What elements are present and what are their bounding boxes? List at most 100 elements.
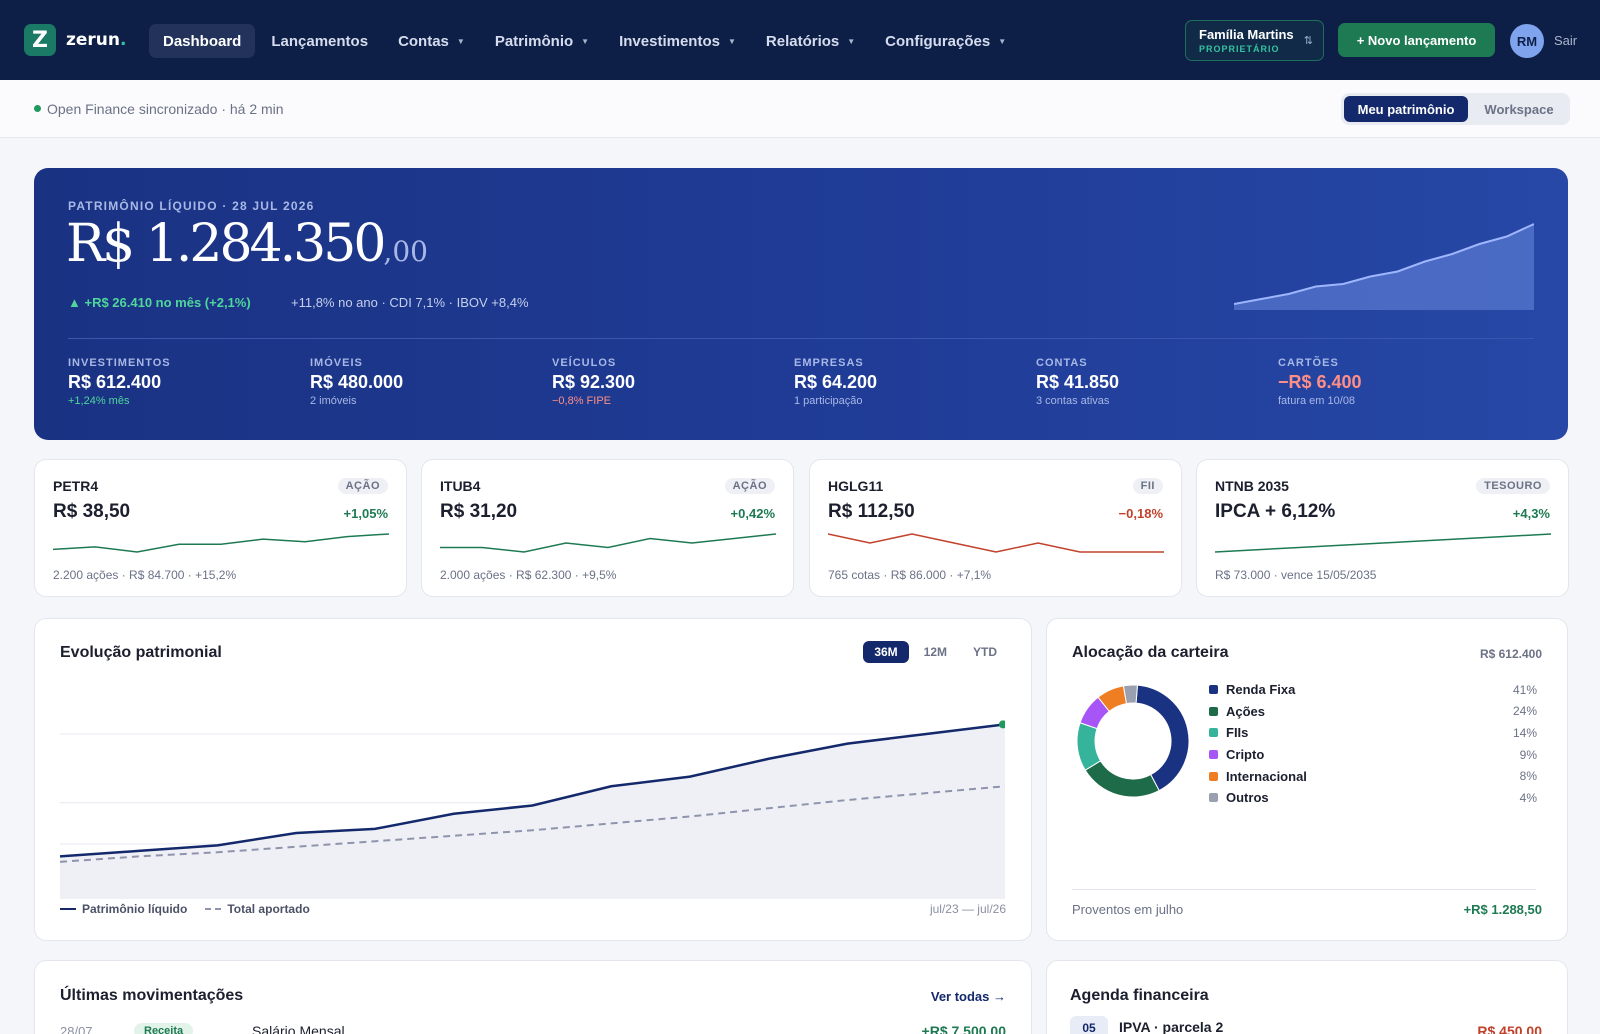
asset-stat-label: EMPRESAS <box>794 357 864 369</box>
movement-amount: +R$ 7.500,00 <box>921 1023 1006 1034</box>
nav-item-label: Relatórios <box>765 32 840 50</box>
asset-stat-note: fatura em 10/08 <box>1278 395 1356 407</box>
ticker-symbol: HGLG11 <box>828 478 884 494</box>
net-worth-area <box>60 724 1005 899</box>
nav-item-6[interactable]: Configurações ▼ <box>871 24 1020 58</box>
ticker-sparkline <box>53 533 389 553</box>
series-total-contributed <box>60 785 1005 863</box>
ticker-spark-line <box>440 533 776 553</box>
ticker-card-3[interactable]: NTNB 2035 TESOURO IPCA + 6,12% +4,3% R$ 73.0… <box>1196 459 1569 597</box>
dividends-value: +R$ 1.288,50 <box>1463 902 1542 917</box>
asset-stat-note: 3 contas ativas <box>1036 395 1110 407</box>
allocation-item-4[interactable]: Internacional 8% <box>1209 765 1537 787</box>
asset-stat-label: CARTÕES <box>1278 357 1339 369</box>
net-worth-cents: ,00 <box>383 235 428 268</box>
family-switcher[interactable]: Família Martins PROPRIETÁRIO ⇅ <box>1185 20 1324 61</box>
allocation-percent: 9% <box>1519 747 1537 762</box>
ticker-change: −0,18% <box>1118 506 1163 521</box>
nav-item-5[interactable]: Relatórios ▼ <box>752 24 869 58</box>
allocation-name: Cripto <box>1226 747 1265 763</box>
nav-item-3[interactable]: Patrimônio ▼ <box>481 24 603 58</box>
ticker-sparkline <box>828 533 1164 553</box>
ticker-card-2[interactable]: HGLG11 FII R$ 112,50 −0,18% 765 cotas · R$ 8… <box>809 459 1182 597</box>
asset-stat-3[interactable]: EMPRESAS R$ 64.200 1 participação <box>794 357 877 407</box>
ticker-symbol: ITUB4 <box>440 478 481 494</box>
chevron-down-icon: ▼ <box>581 36 590 46</box>
allocation-divider <box>1072 889 1536 890</box>
range-12m[interactable]: 12M <box>923 645 947 659</box>
new-entry-button[interactable]: + Novo lançamento <box>1338 23 1495 57</box>
nav-item-2[interactable]: Contas ▼ <box>384 24 479 58</box>
allocation-item-2[interactable]: FIIs 14% <box>1209 722 1537 744</box>
asset-stat-0[interactable]: INVESTIMENTOS R$ 612.400 +1,24% mês <box>68 357 171 407</box>
movement-description[interactable]: Salário Mensal <box>252 1023 345 1034</box>
donut-slice-5[interactable] <box>1122 684 1139 705</box>
hero-spark-line <box>1234 223 1534 305</box>
asset-type-badge: FII <box>1132 478 1163 494</box>
chevron-down-icon: ▼ <box>998 36 1007 46</box>
ticker-card-1[interactable]: ITUB4 AÇÃO R$ 31,20 +0,42% 2.000 ações · R$ … <box>421 459 794 597</box>
ticker-price: R$ 38,50 <box>53 501 131 522</box>
ticker-sparkline <box>1215 533 1551 553</box>
asset-stat-note: −0,8% FIPE <box>552 395 612 407</box>
nav-item-4[interactable]: Investimentos ▼ <box>605 24 750 58</box>
allocation-item-1[interactable]: Ações 24% <box>1209 701 1537 723</box>
monthly-delta: ▲ +R$ 26.410 no mês (+2,1%) <box>68 295 251 310</box>
nav-item-label: Investimentos <box>619 32 720 50</box>
ticker-position: 2.000 ações · R$ 62.300 · +9,5% <box>440 568 617 582</box>
chevron-down-icon: ▼ <box>847 36 856 46</box>
asset-type-badge: AÇÃO <box>724 478 775 494</box>
net-worth-hero: PATRIMÔNIO LÍQUIDO · 28 JUL 2026 R$ 1.28… <box>34 168 1568 440</box>
allocation-swatch <box>1209 685 1218 695</box>
allocation-name: Renda Fixa <box>1226 682 1296 698</box>
asset-stat-note: +1,24% mês <box>68 395 130 407</box>
range-ytd[interactable]: YTD <box>973 645 997 659</box>
hero-divider <box>68 338 1534 339</box>
evolution-title: Evolução patrimonial <box>60 644 222 661</box>
movements-title: Últimas movimentações <box>60 987 244 1004</box>
allocation-item-5[interactable]: Outros 4% <box>1209 787 1537 809</box>
logo-icon[interactable]: Z <box>24 24 56 56</box>
nav-item-label: Dashboard <box>163 32 242 50</box>
toggle-my-wealth[interactable]: Meu patrimônio <box>1344 96 1468 122</box>
allocation-total: R$ 612.400 <box>1479 647 1542 661</box>
ticker-spark-line <box>1215 533 1551 553</box>
allocation-legend: Renda Fixa 41% Ações 24% FIIs 14% Cripto 9% Inte… <box>1209 679 1537 809</box>
agenda-description[interactable]: IPVA · parcela 2 <box>1119 1019 1224 1034</box>
allocation-percent: 41% <box>1512 682 1537 697</box>
asset-stat-value: R$ 480.000 <box>310 372 404 392</box>
asset-stat-label: CONTAS <box>1036 357 1088 369</box>
allocation-item-0[interactable]: Renda Fixa 41% <box>1209 679 1537 701</box>
brand-name[interactable]: zerun. <box>66 30 126 50</box>
asset-stat-value: R$ 612.400 <box>68 372 162 392</box>
allocation-item-3[interactable]: Cripto 9% <box>1209 744 1537 766</box>
asset-stat-2[interactable]: VEÍCULOS R$ 92.300 −0,8% FIPE <box>552 357 635 407</box>
view-all-link[interactable]: Ver todas → <box>930 989 1006 1004</box>
ticker-symbol: PETR4 <box>53 478 99 494</box>
ticker-change: +1,05% <box>343 506 388 521</box>
asset-stat-1[interactable]: IMÓVEIS R$ 480.000 2 imóveis <box>310 357 403 407</box>
allocation-name: Ações <box>1226 703 1266 719</box>
nav-item-1[interactable]: Lançamentos <box>257 24 382 58</box>
family-name: Família Martins <box>1199 27 1294 42</box>
donut-slice-1[interactable] <box>1084 760 1160 798</box>
agenda-day: 05 <box>1070 1016 1108 1034</box>
logout-link[interactable]: Sair <box>1554 33 1578 48</box>
asset-stat-value: −R$ 6.400 <box>1278 372 1362 392</box>
ticker-card-0[interactable]: PETR4 AÇÃO R$ 38,50 +1,05% 2.200 ações · R$ … <box>34 459 407 597</box>
main-nav: Dashboard Lançamentos Contas ▼ Patrimônio ▼ In… <box>149 24 1022 58</box>
asset-stat-4[interactable]: CONTAS R$ 41.850 3 contas ativas <box>1036 357 1119 407</box>
avatar[interactable]: RM <box>1510 24 1544 58</box>
toggle-workspace[interactable]: Workspace <box>1484 101 1554 117</box>
donut-slice-2[interactable] <box>1076 722 1102 771</box>
donut-slice-0[interactable] <box>1135 684 1190 792</box>
ticker-price: IPCA + 6,12% <box>1215 501 1336 522</box>
ticker-symbol: NTNB 2035 <box>1215 478 1289 494</box>
asset-stat-5[interactable]: CARTÕES −R$ 6.400 fatura em 10/08 <box>1278 357 1362 407</box>
evolution-chart <box>60 720 1005 899</box>
nav-item-0[interactable]: Dashboard <box>149 24 256 58</box>
range-36m[interactable]: 36M <box>863 641 909 663</box>
allocation-name: Internacional <box>1226 768 1307 784</box>
chart-legend: Patrimônio líquido Total aportado <box>60 902 310 916</box>
legend-contributed: Total aportado <box>227 902 310 916</box>
